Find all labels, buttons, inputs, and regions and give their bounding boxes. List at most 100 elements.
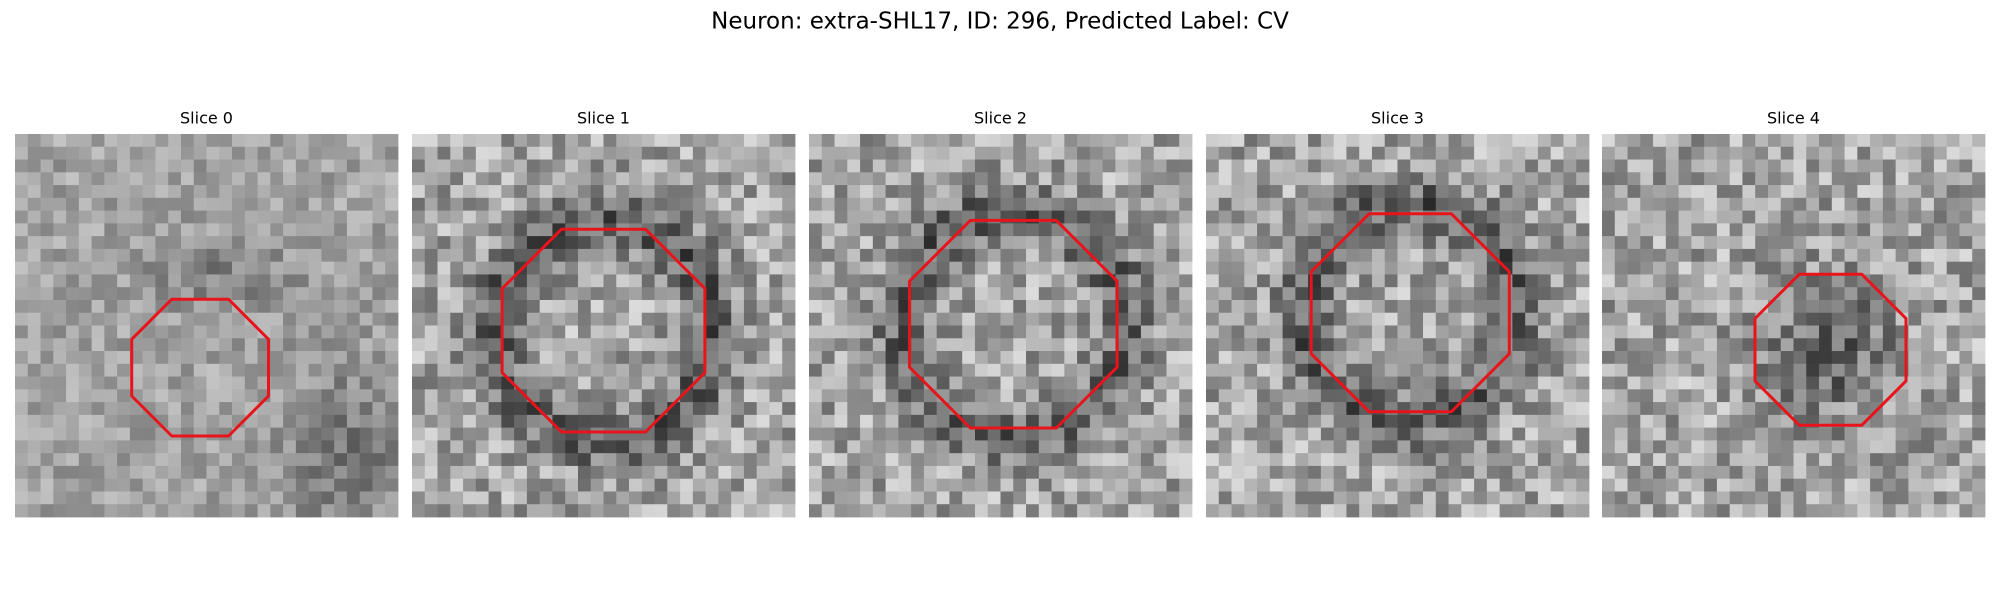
pixel — [412, 287, 426, 301]
pixel — [1474, 478, 1488, 492]
pixel — [1844, 287, 1858, 301]
pixel — [1077, 414, 1091, 429]
pixel — [743, 185, 758, 199]
pixel — [616, 134, 630, 148]
pixel — [232, 299, 246, 314]
pixel — [731, 363, 745, 377]
pixel — [1665, 185, 1679, 199]
pixel — [821, 287, 835, 301]
pixel — [501, 299, 515, 314]
pixel — [437, 261, 451, 275]
pixel — [949, 299, 963, 314]
pixel — [91, 274, 105, 288]
pixel — [1282, 504, 1296, 518]
pixel — [885, 172, 899, 186]
pixel — [1295, 236, 1309, 250]
pixel — [1627, 453, 1641, 467]
pixel — [731, 159, 745, 173]
pixel — [936, 274, 950, 288]
pixel — [756, 236, 770, 250]
pixel — [1486, 197, 1501, 211]
pixel — [667, 223, 681, 237]
pixel — [1512, 478, 1526, 492]
pixel — [872, 414, 886, 429]
pixel — [641, 376, 655, 390]
pixel — [501, 325, 515, 339]
pixel — [1269, 440, 1283, 454]
pixel — [346, 453, 361, 467]
pixel — [680, 504, 694, 518]
pixel — [129, 491, 144, 505]
pixel — [1780, 453, 1794, 467]
pixel — [40, 363, 54, 377]
pixel — [577, 197, 592, 211]
pixel — [1282, 223, 1296, 237]
pixel — [911, 453, 925, 467]
pixel — [53, 236, 67, 250]
pixel — [1384, 363, 1398, 377]
pixel — [193, 491, 207, 505]
pixel — [450, 402, 464, 416]
pixel — [1166, 134, 1180, 148]
pixel — [1742, 338, 1756, 352]
pixel — [1933, 427, 1948, 441]
pixel — [219, 172, 233, 186]
pixel — [809, 210, 823, 224]
pixel — [1678, 440, 1692, 454]
pixel — [450, 363, 464, 377]
pixel — [705, 236, 719, 250]
pixel — [321, 146, 335, 160]
pixel — [1179, 172, 1193, 186]
pixel — [232, 491, 246, 505]
pixel — [1038, 287, 1052, 301]
pixel — [1767, 236, 1782, 250]
pixel — [334, 414, 348, 429]
pixel — [27, 210, 41, 224]
pixel — [1653, 146, 1667, 160]
pixel — [911, 146, 925, 160]
pixel — [321, 312, 335, 326]
pixel — [1806, 363, 1820, 377]
pixel — [756, 427, 770, 441]
pixel — [1512, 299, 1526, 314]
pixel — [1435, 325, 1449, 339]
pixel — [1448, 261, 1462, 275]
pixel — [308, 453, 322, 467]
pixel — [1051, 491, 1065, 505]
pixel — [1946, 197, 1960, 211]
pixel — [155, 389, 169, 403]
pixel — [1474, 402, 1488, 416]
pixel — [1359, 453, 1373, 467]
pixel — [27, 274, 41, 288]
pixel — [1153, 402, 1167, 416]
pixel — [475, 414, 489, 429]
pixel — [949, 146, 963, 160]
pixel — [641, 146, 655, 160]
pixel — [1512, 210, 1526, 224]
pixel — [1933, 210, 1948, 224]
pixel — [1870, 134, 1884, 148]
pixel — [53, 414, 67, 429]
pixel — [847, 363, 861, 377]
pixel — [180, 414, 195, 429]
pixel — [718, 504, 732, 518]
pixel — [104, 261, 118, 275]
pixel — [346, 299, 361, 314]
pixel — [321, 248, 335, 263]
pixel — [731, 261, 745, 275]
pixel — [1397, 312, 1411, 326]
pixel — [1064, 376, 1078, 390]
pixel — [78, 325, 92, 339]
pixel — [1857, 172, 1871, 186]
pixel — [1857, 440, 1871, 454]
pixel — [1729, 299, 1743, 314]
pixel — [1140, 504, 1155, 518]
pixel — [1333, 146, 1347, 160]
pixel — [1627, 172, 1641, 186]
pixel — [1550, 287, 1564, 301]
pixel — [974, 274, 989, 288]
pixel — [1653, 299, 1667, 314]
pixel — [1026, 491, 1040, 505]
pixel — [1371, 363, 1386, 377]
pixel — [1038, 414, 1052, 429]
